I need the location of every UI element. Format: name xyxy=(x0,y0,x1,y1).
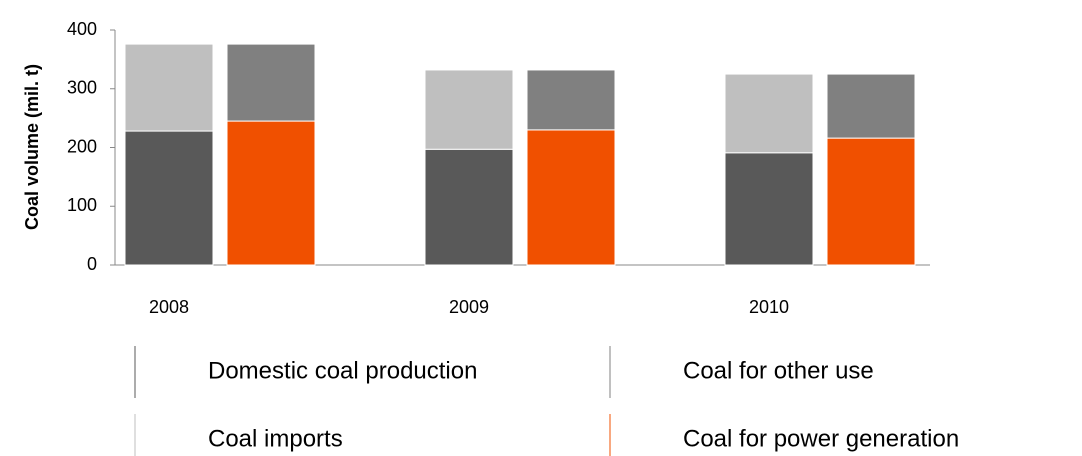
bar-segment xyxy=(526,69,616,131)
bar-segment xyxy=(226,120,316,266)
x-tick-label: 2008 xyxy=(149,297,189,317)
y-tick-label: 100 xyxy=(67,195,97,215)
y-tick-label: 300 xyxy=(67,78,97,98)
bar-segment xyxy=(424,69,514,150)
bar-segment xyxy=(826,73,916,139)
legend-label: Coal for other use xyxy=(683,357,874,384)
legend-label: Coal for power generation xyxy=(683,425,959,452)
y-tick-label: 0 xyxy=(87,254,97,274)
bar-segment xyxy=(424,148,514,266)
bar-segment xyxy=(124,43,214,132)
bar-segment xyxy=(724,73,814,154)
x-tick-label: 2009 xyxy=(449,297,489,317)
bar-segment xyxy=(526,129,616,266)
legend-label: Domestic coal production xyxy=(208,357,477,384)
y-tick-label: 400 xyxy=(67,19,97,39)
bar-segment xyxy=(226,43,316,122)
y-tick-label: 200 xyxy=(67,136,97,156)
legend-label: Coal imports xyxy=(208,425,343,452)
y-axis-title: Coal volume (mil. t) xyxy=(22,64,42,230)
bar-segment xyxy=(724,152,814,266)
bar-segment xyxy=(826,137,916,266)
x-tick-label: 2010 xyxy=(749,297,789,317)
bar-segment xyxy=(124,130,214,266)
